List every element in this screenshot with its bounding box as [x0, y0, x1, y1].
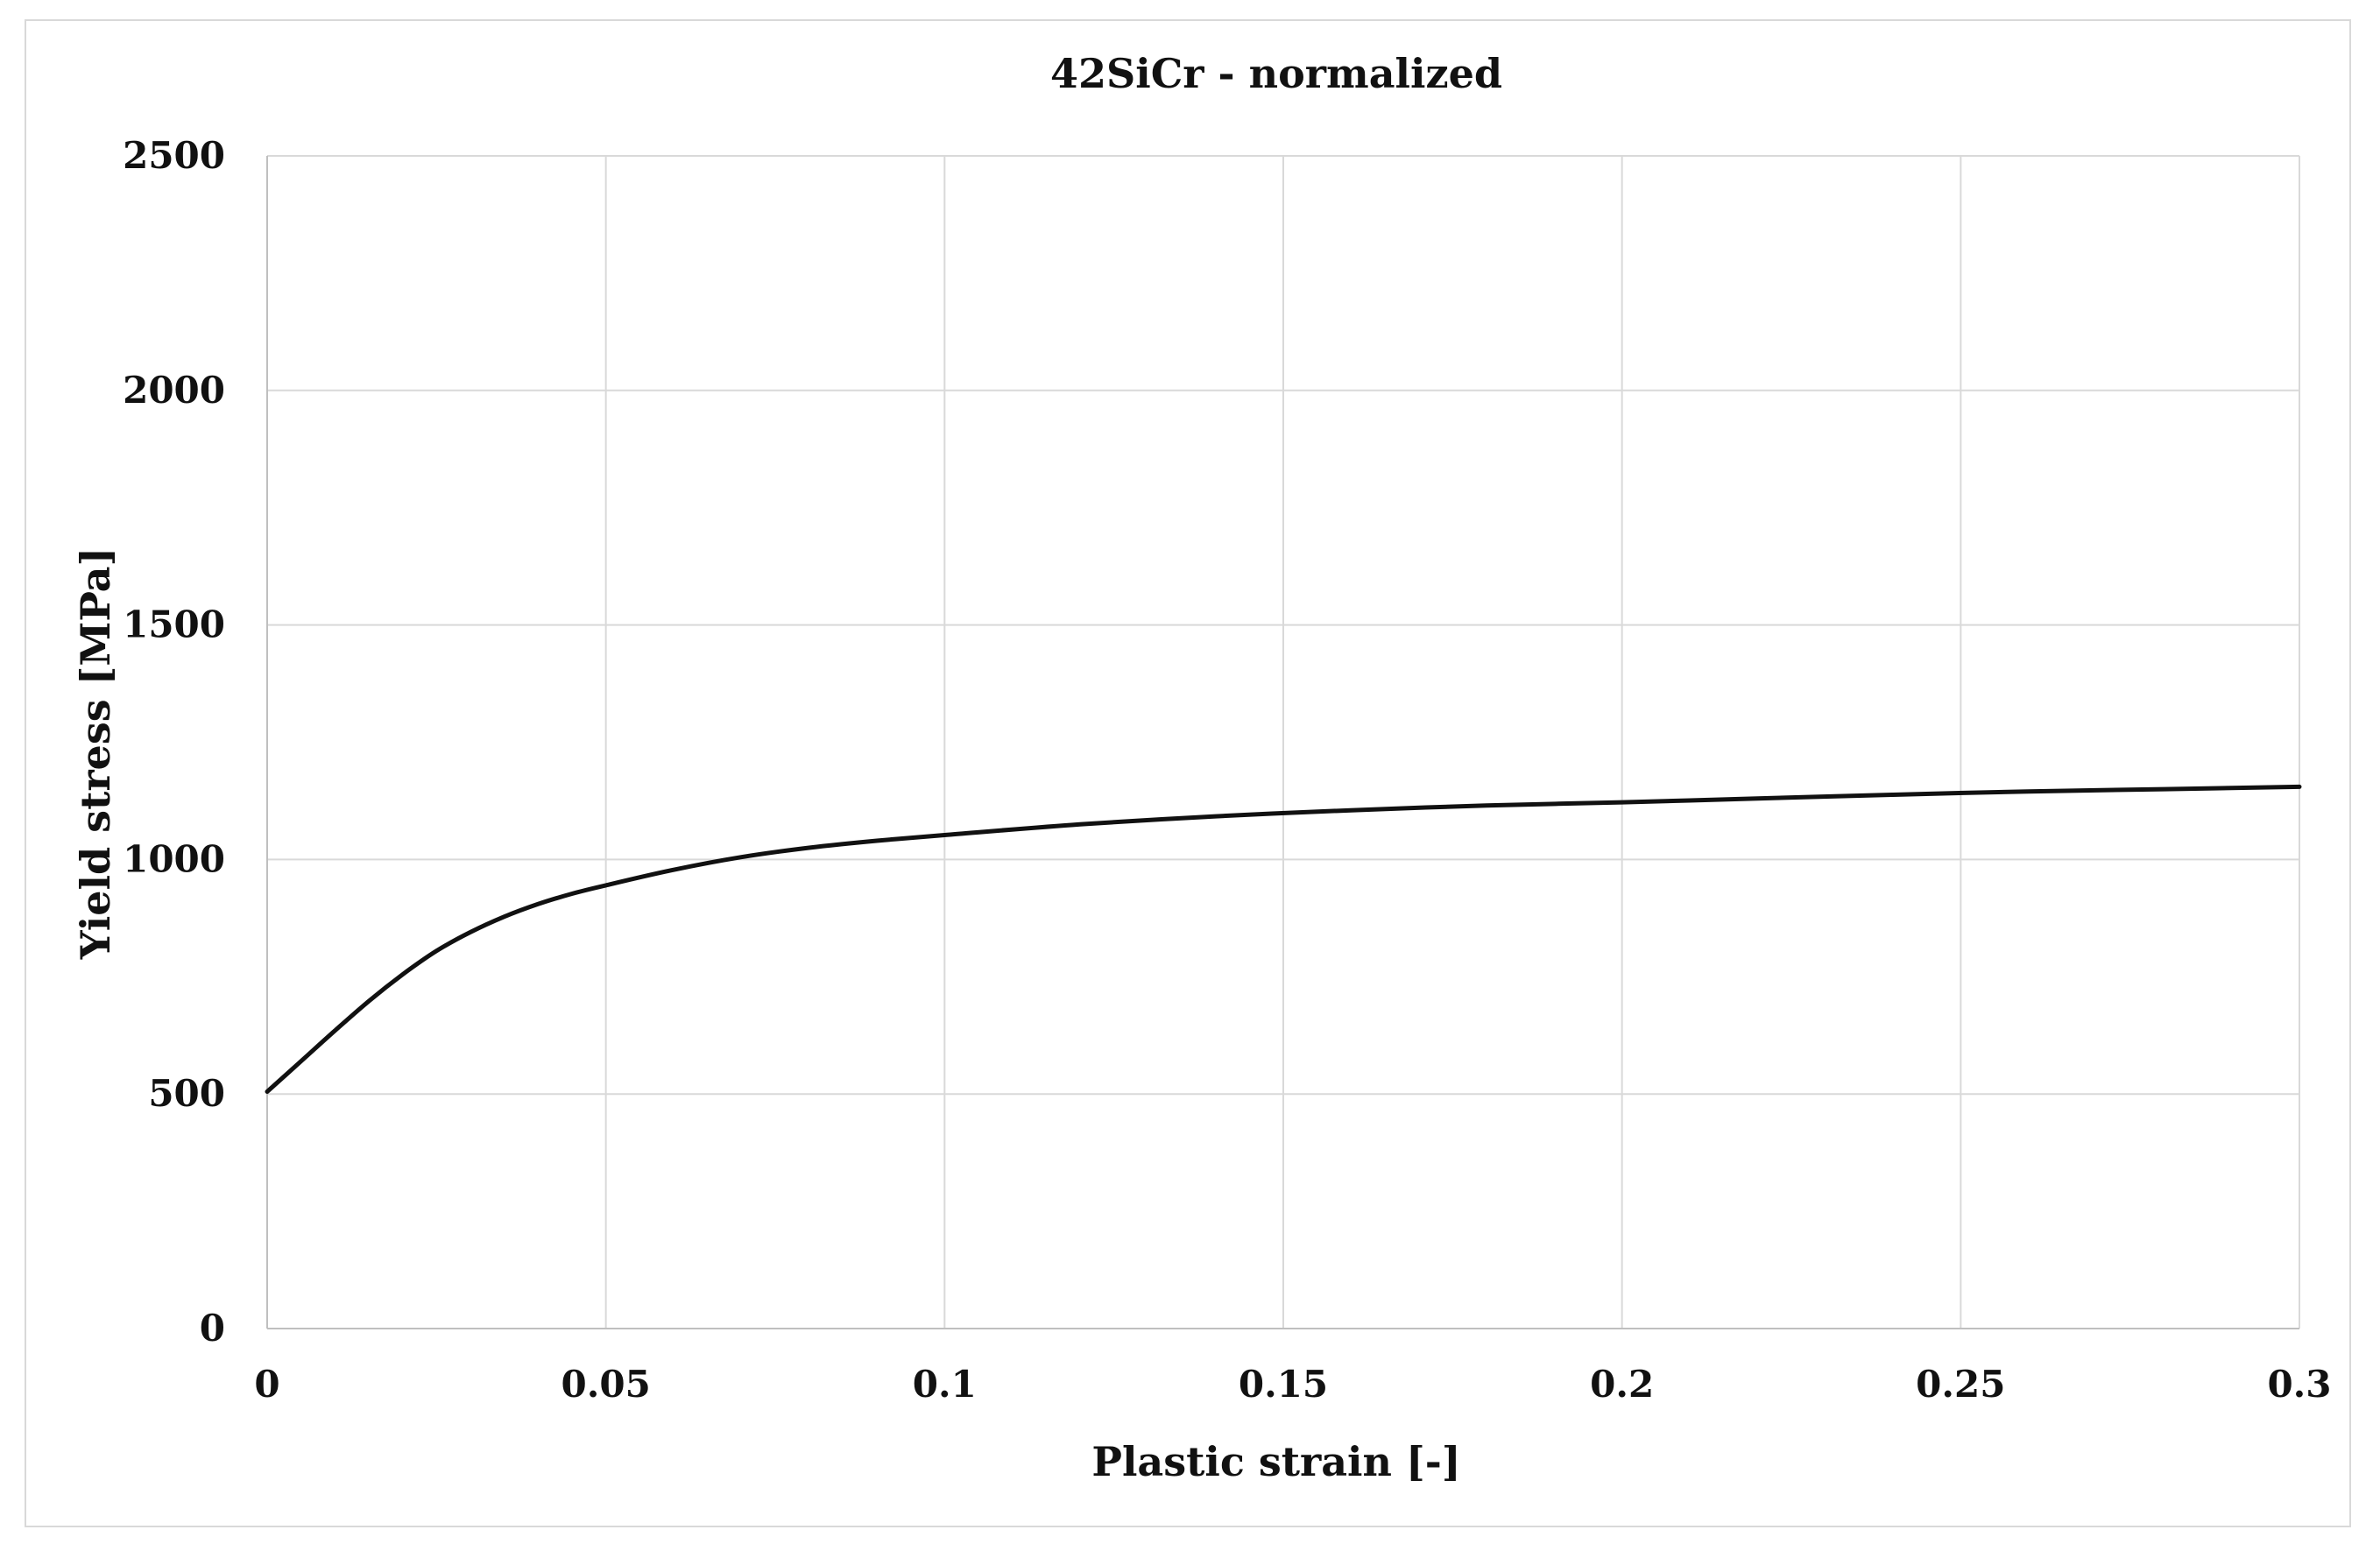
tick-labels: 0 0.05 0.1 0.15 0.2 0.25 0.3 0 500 1000 1500 2000 25…	[123, 134, 2331, 1406]
x-tick-label: 0.1	[913, 1363, 977, 1406]
series-layer	[265, 784, 2302, 1094]
grid-lines	[266, 155, 2300, 1329]
y-tick-label: 500	[148, 1072, 225, 1115]
y-tick-label: 0	[200, 1307, 225, 1350]
y-axis-label: Yield stress [MPa]	[72, 547, 119, 961]
x-tick-label: 0.05	[561, 1363, 651, 1406]
y-tick-label: 1500	[123, 603, 225, 646]
y-tick-label: 1000	[123, 837, 225, 880]
x-tick-label: 0.25	[1916, 1363, 2005, 1406]
x-tick-label: 0.3	[2267, 1363, 2331, 1406]
chart-title: 42SiCr - normalized	[1050, 50, 1502, 97]
x-axis-label: Plastic strain [-]	[1091, 1438, 1460, 1485]
x-tick-label: 0.15	[1239, 1363, 1328, 1406]
y-tick-label: 2000	[123, 369, 225, 412]
x-tick-label: 0.2	[1590, 1363, 1654, 1406]
axes	[266, 156, 2299, 1329]
series-line	[265, 784, 2302, 1094]
x-tick-label: 0	[254, 1363, 279, 1406]
chart-frame	[25, 19, 2351, 1527]
y-tick-label: 2500	[123, 134, 225, 177]
